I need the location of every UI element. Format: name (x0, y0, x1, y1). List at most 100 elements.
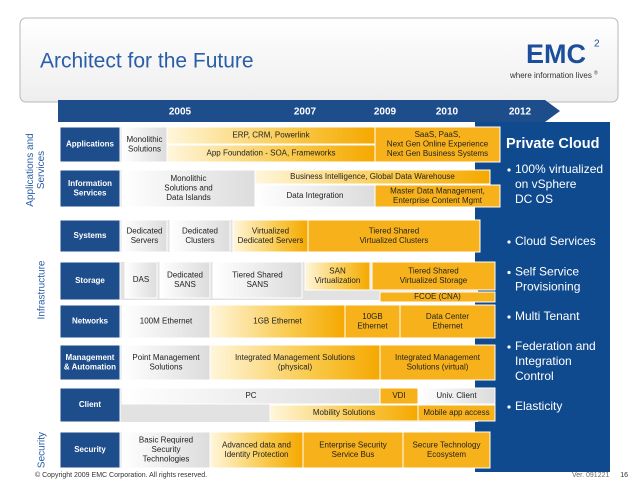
item-text: Integrated Management (395, 353, 481, 362)
item-text: 1GB Ethernet (253, 317, 302, 326)
item-text: SaaS, PaaS, (415, 130, 461, 139)
year: 2012 (509, 107, 532, 118)
item-text: PC (245, 391, 256, 400)
year: 2005 (169, 107, 192, 118)
row-label: Applications (66, 140, 115, 149)
year: 2010 (436, 107, 459, 118)
row-label-box (59, 126, 121, 163)
page-number: 16 (620, 472, 628, 479)
item-text: Solutions (150, 362, 183, 371)
copyright: © Copyright 2009 EMC Corporation. All ri… (35, 471, 207, 479)
item-text: Dedicated (182, 226, 218, 235)
row-label: Storage (75, 276, 105, 285)
item-text: Data Islands (166, 193, 210, 202)
row-label: Security (74, 445, 106, 454)
item-text: Virtualization (315, 276, 361, 285)
item-text: FCOE (CNA) (414, 292, 461, 301)
row-label-box (59, 344, 121, 381)
item-text: Enterprise Content Mgmt (393, 196, 483, 205)
item-text: Mobility Solutions (313, 408, 375, 417)
item-text: Data Center (426, 312, 469, 321)
year: 2007 (294, 107, 317, 118)
row-label-box (59, 219, 121, 253)
item-text: Business Intelligence, Global Data Wareh… (290, 172, 455, 181)
row-label: Information (68, 179, 112, 188)
row-label: Management (66, 353, 115, 362)
bullet-text: Multi Tenant (515, 309, 580, 323)
bullet-text: Provisioning (515, 280, 580, 294)
item-text: 100M Ethernet (140, 317, 193, 326)
title: Architect for the Future (40, 50, 254, 73)
row-label: Systems (74, 231, 107, 240)
logo-tagline: where information lives (509, 71, 592, 80)
item-text: Tiered Shared (369, 226, 419, 235)
item-text: Virtualized Storage (400, 276, 468, 285)
bullet (507, 240, 511, 244)
item-text: DAS (133, 275, 149, 284)
year: 2009 (374, 107, 397, 118)
item-text: Dedicated (167, 270, 203, 279)
item-text: (physical) (278, 362, 313, 371)
item-text: Solutions (virtual) (407, 362, 469, 371)
bullet-text: Integration (515, 354, 572, 368)
item-text: Mobile app access (423, 408, 489, 417)
item-box (402, 431, 491, 469)
item-box (399, 304, 496, 339)
panel-title: Private Cloud (506, 136, 599, 152)
bullet (507, 270, 511, 275)
item-text: Solutions and (164, 184, 212, 193)
item-box (209, 304, 346, 339)
item-text: Ethernet (357, 321, 388, 330)
item-text: Dedicated (126, 226, 162, 235)
item-box (232, 219, 309, 253)
item-box (209, 344, 381, 381)
item-text: Dedicated Servers (238, 236, 304, 245)
item-box (379, 344, 496, 381)
item-box (121, 169, 256, 208)
item-text: Data Integration (287, 191, 344, 200)
item-text: Ecosystem (427, 450, 466, 459)
bullet-text: Cloud Services (515, 234, 596, 248)
row-label: Services (74, 188, 107, 197)
logo-mark: ® (594, 69, 598, 76)
item-text: Secure Technology (413, 440, 481, 449)
bullet-text: on vSphere (515, 177, 577, 191)
item-text: SANS (174, 280, 196, 289)
timeline-arrow (58, 100, 560, 122)
item-text: Service Bus (332, 450, 375, 459)
group-label: Security (37, 432, 48, 468)
item-box (209, 431, 304, 469)
item-box (374, 126, 501, 163)
item-text: Security (152, 445, 181, 454)
group-label: Applications and (25, 133, 36, 206)
item-text: Clusters (185, 236, 214, 245)
row-label-box (59, 169, 121, 208)
item-box (159, 261, 211, 299)
item-box (121, 126, 168, 163)
item-text: Next Gen Online Experience (387, 140, 489, 149)
item-text: 10GB (362, 312, 382, 321)
bullet (507, 405, 511, 409)
item-box (344, 304, 401, 339)
logo-superscript: 2 (594, 39, 600, 50)
bullet-text: Self Service (515, 265, 579, 279)
item-text: Virtualized Clusters (360, 236, 429, 245)
item-text: Monolithic (170, 174, 206, 183)
item-box (121, 219, 168, 253)
item-text: Virtualized (252, 226, 289, 235)
item-text: Advanced data and (222, 440, 291, 449)
item-text: Point Management (132, 353, 200, 362)
item-text: Integrated Management Solutions (235, 353, 355, 362)
item-text: Servers (131, 236, 159, 245)
group-label: Services (36, 151, 47, 189)
item-text: Enterprise Security (319, 440, 387, 449)
item-text: Ethernet (432, 321, 463, 330)
row-label-box (59, 387, 121, 423)
item-box (302, 431, 404, 469)
private-cloud-panel (475, 122, 610, 472)
item-box (121, 344, 211, 381)
row-label-box (59, 261, 121, 301)
version: Ver. 091221 (572, 472, 609, 479)
item-text: SANS (247, 280, 269, 289)
bullet-text: 100% virtualized (515, 162, 603, 176)
